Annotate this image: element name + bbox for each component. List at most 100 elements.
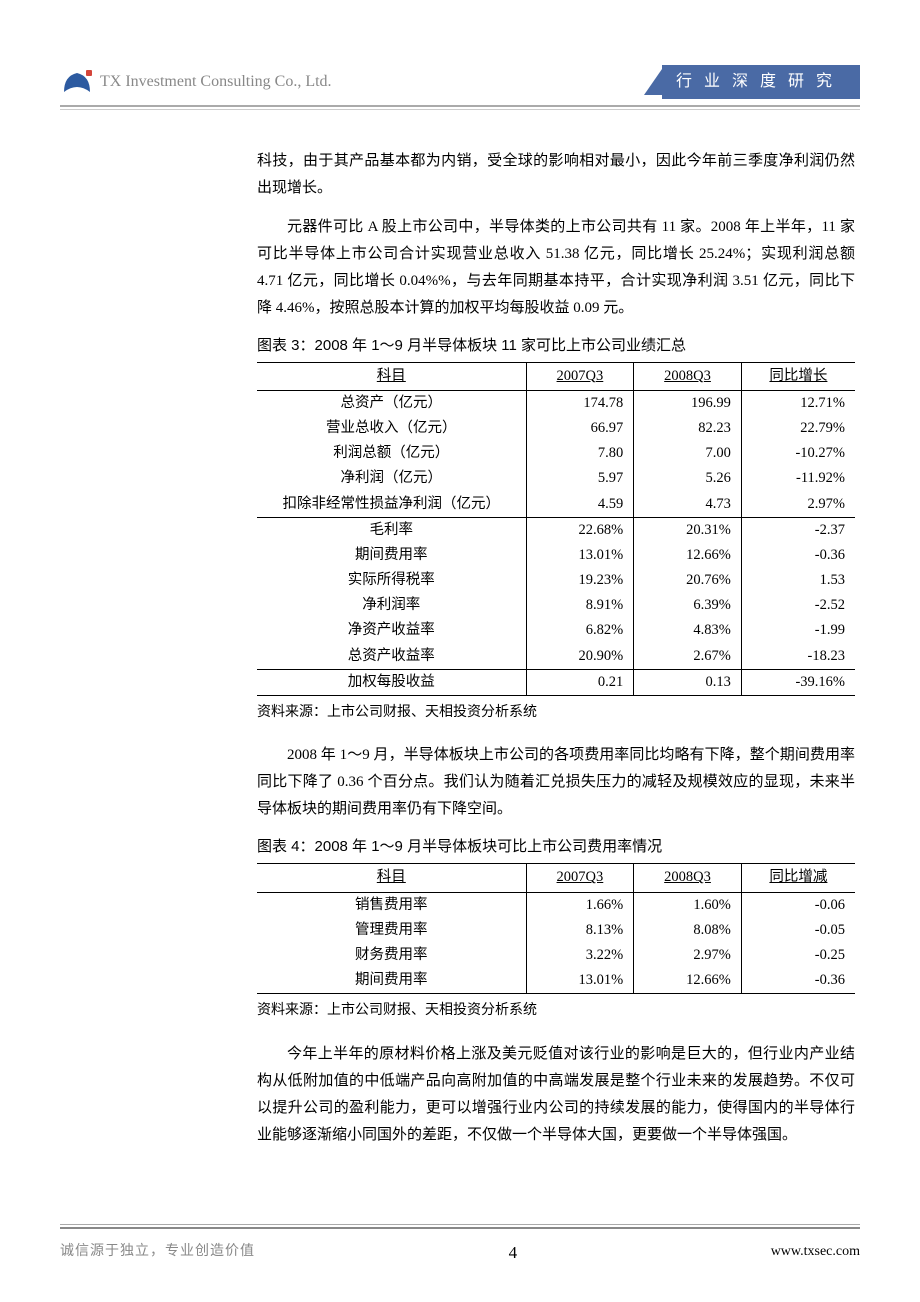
table-row: 实际所得税率19.23%20.76%1.53: [257, 568, 855, 593]
table3-h3: 同比增长: [741, 362, 855, 390]
table-row: 净利润率8.91%6.39%-2.52: [257, 593, 855, 618]
table-cell: 0.21: [526, 669, 634, 695]
table-cell: 销售费用率: [257, 892, 526, 918]
table-row: 期间费用率13.01%12.66%-0.36: [257, 543, 855, 568]
table3-header-row: 科目 2007Q3 2008Q3 同比增长: [257, 362, 855, 390]
table-cell: 1.60%: [634, 892, 742, 918]
table-cell: 1.53: [741, 568, 855, 593]
table-cell: 净利润（亿元）: [257, 466, 526, 491]
table-cell: -0.36: [741, 968, 855, 994]
table-cell: 净利润率: [257, 593, 526, 618]
table-row: 扣除非经常性损益净利润（亿元）4.594.732.97%: [257, 492, 855, 518]
table-cell: 0.13: [634, 669, 742, 695]
table-cell: -2.52: [741, 593, 855, 618]
paragraph-4: 今年上半年的原材料价格上涨及美元贬值对该行业的影响是巨大的，但行业内产业结构从低…: [257, 1041, 855, 1149]
table-cell: 6.82%: [526, 618, 634, 643]
table-row: 净利润（亿元）5.975.26-11.92%: [257, 466, 855, 491]
table3-source: 资料来源：上市公司财报、天相投资分析系统: [257, 700, 855, 722]
table-cell: 20.31%: [634, 517, 742, 543]
table3-title: 图表 3：2008 年 1～9 月半导体板块 11 家可比上市公司业绩汇总: [257, 334, 855, 358]
table-cell: 加权每股收益: [257, 669, 526, 695]
page-footer: 诚信源于独立，专业创造价值 4 www.txsec.com: [60, 1224, 860, 1266]
table-row: 加权每股收益0.210.13-39.16%: [257, 669, 855, 695]
main-content: 科技，由于其产品基本都为内销，受全球的影响相对最小，因此今年前三季度净利润仍然出…: [257, 148, 855, 1149]
paragraph-1: 科技，由于其产品基本都为内销，受全球的影响相对最小，因此今年前三季度净利润仍然出…: [257, 148, 855, 202]
table-row: 管理费用率8.13%8.08%-0.05: [257, 918, 855, 943]
page-header: TX Investment Consulting Co., Ltd. 行 业 深…: [60, 65, 860, 99]
table3-h0: 科目: [257, 362, 526, 390]
table-cell: -2.37: [741, 517, 855, 543]
table-cell: 4.73: [634, 492, 742, 518]
table-cell: 22.68%: [526, 517, 634, 543]
table4-h0: 科目: [257, 864, 526, 892]
table-cell: 6.39%: [634, 593, 742, 618]
table-cell: 5.26: [634, 466, 742, 491]
table-cell: -0.06: [741, 892, 855, 918]
table-cell: 利润总额（亿元）: [257, 441, 526, 466]
table-row: 财务费用率3.22%2.97%-0.25: [257, 943, 855, 968]
table3-h2: 2008Q3: [634, 362, 742, 390]
table-cell: 196.99: [634, 390, 742, 416]
table-cell: 4.59: [526, 492, 634, 518]
table-cell: -18.23: [741, 644, 855, 670]
paragraph-2: 元器件可比 A 股上市公司中，半导体类的上市公司共有 11 家。2008 年上半…: [257, 214, 855, 322]
table-cell: 1.66%: [526, 892, 634, 918]
table4-title: 图表 4：2008 年 1～9 月半导体板块可比上市公司费用率情况: [257, 835, 855, 859]
table-cell: 22.79%: [741, 416, 855, 441]
table-cell: 66.97: [526, 416, 634, 441]
table-cell: 8.91%: [526, 593, 634, 618]
table-cell: 2.97%: [741, 492, 855, 518]
table-cell: -0.05: [741, 918, 855, 943]
table-cell: 总资产（亿元）: [257, 390, 526, 416]
table-cell: 总资产收益率: [257, 644, 526, 670]
header-rule-thick: [60, 105, 860, 107]
table-cell: 8.13%: [526, 918, 634, 943]
table-cell: -11.92%: [741, 466, 855, 491]
table-cell: 期间费用率: [257, 543, 526, 568]
table-row: 期间费用率13.01%12.66%-0.36: [257, 968, 855, 994]
table-cell: 财务费用率: [257, 943, 526, 968]
table-row: 净资产收益率6.82%4.83%-1.99: [257, 618, 855, 643]
page-number: 4: [509, 1239, 518, 1266]
table-cell: 2.97%: [634, 943, 742, 968]
header-slant-shape: [644, 69, 662, 95]
table-cell: 20.90%: [526, 644, 634, 670]
footer-url: www.txsec.com: [771, 1241, 860, 1263]
table3-h1: 2007Q3: [526, 362, 634, 390]
table3: 科目 2007Q3 2008Q3 同比增长 总资产（亿元）174.78196.9…: [257, 362, 855, 696]
table-cell: 8.08%: [634, 918, 742, 943]
table-cell: 净资产收益率: [257, 618, 526, 643]
table-cell: 管理费用率: [257, 918, 526, 943]
table-cell: 毛利率: [257, 517, 526, 543]
table-cell: 19.23%: [526, 568, 634, 593]
table4: 科目 2007Q3 2008Q3 同比增减 销售费用率1.66%1.60%-0.…: [257, 863, 855, 994]
header-company: TX Investment Consulting Co., Ltd.: [60, 68, 332, 96]
table-cell: 82.23: [634, 416, 742, 441]
header-rule-thin: [60, 109, 860, 110]
table-cell: 5.97: [526, 466, 634, 491]
table-cell: 20.76%: [634, 568, 742, 593]
table-row: 总资产收益率20.90%2.67%-18.23: [257, 644, 855, 670]
footer-rule-thin: [60, 1224, 860, 1225]
table-cell: 13.01%: [526, 543, 634, 568]
header-category-wrap: 行 业 深 度 研 究: [644, 65, 860, 99]
table-cell: -0.36: [741, 543, 855, 568]
table4-source: 资料来源：上市公司财报、天相投资分析系统: [257, 998, 855, 1020]
table-cell: 实际所得税率: [257, 568, 526, 593]
table-cell: -10.27%: [741, 441, 855, 466]
company-logo-icon: [60, 68, 94, 96]
table-cell: 营业总收入（亿元）: [257, 416, 526, 441]
table-cell: 12.66%: [634, 543, 742, 568]
company-name-text: TX Investment Consulting Co., Ltd.: [100, 69, 332, 95]
table-cell: -39.16%: [741, 669, 855, 695]
table4-h2: 2008Q3: [634, 864, 742, 892]
table-cell: 12.66%: [634, 968, 742, 994]
table-cell: 扣除非经常性损益净利润（亿元）: [257, 492, 526, 518]
table4-h3: 同比增减: [741, 864, 855, 892]
table-cell: 12.71%: [741, 390, 855, 416]
table-cell: 13.01%: [526, 968, 634, 994]
table4-h1: 2007Q3: [526, 864, 634, 892]
table-cell: 7.00: [634, 441, 742, 466]
table-row: 总资产（亿元）174.78196.9912.71%: [257, 390, 855, 416]
table-row: 毛利率22.68%20.31%-2.37: [257, 517, 855, 543]
